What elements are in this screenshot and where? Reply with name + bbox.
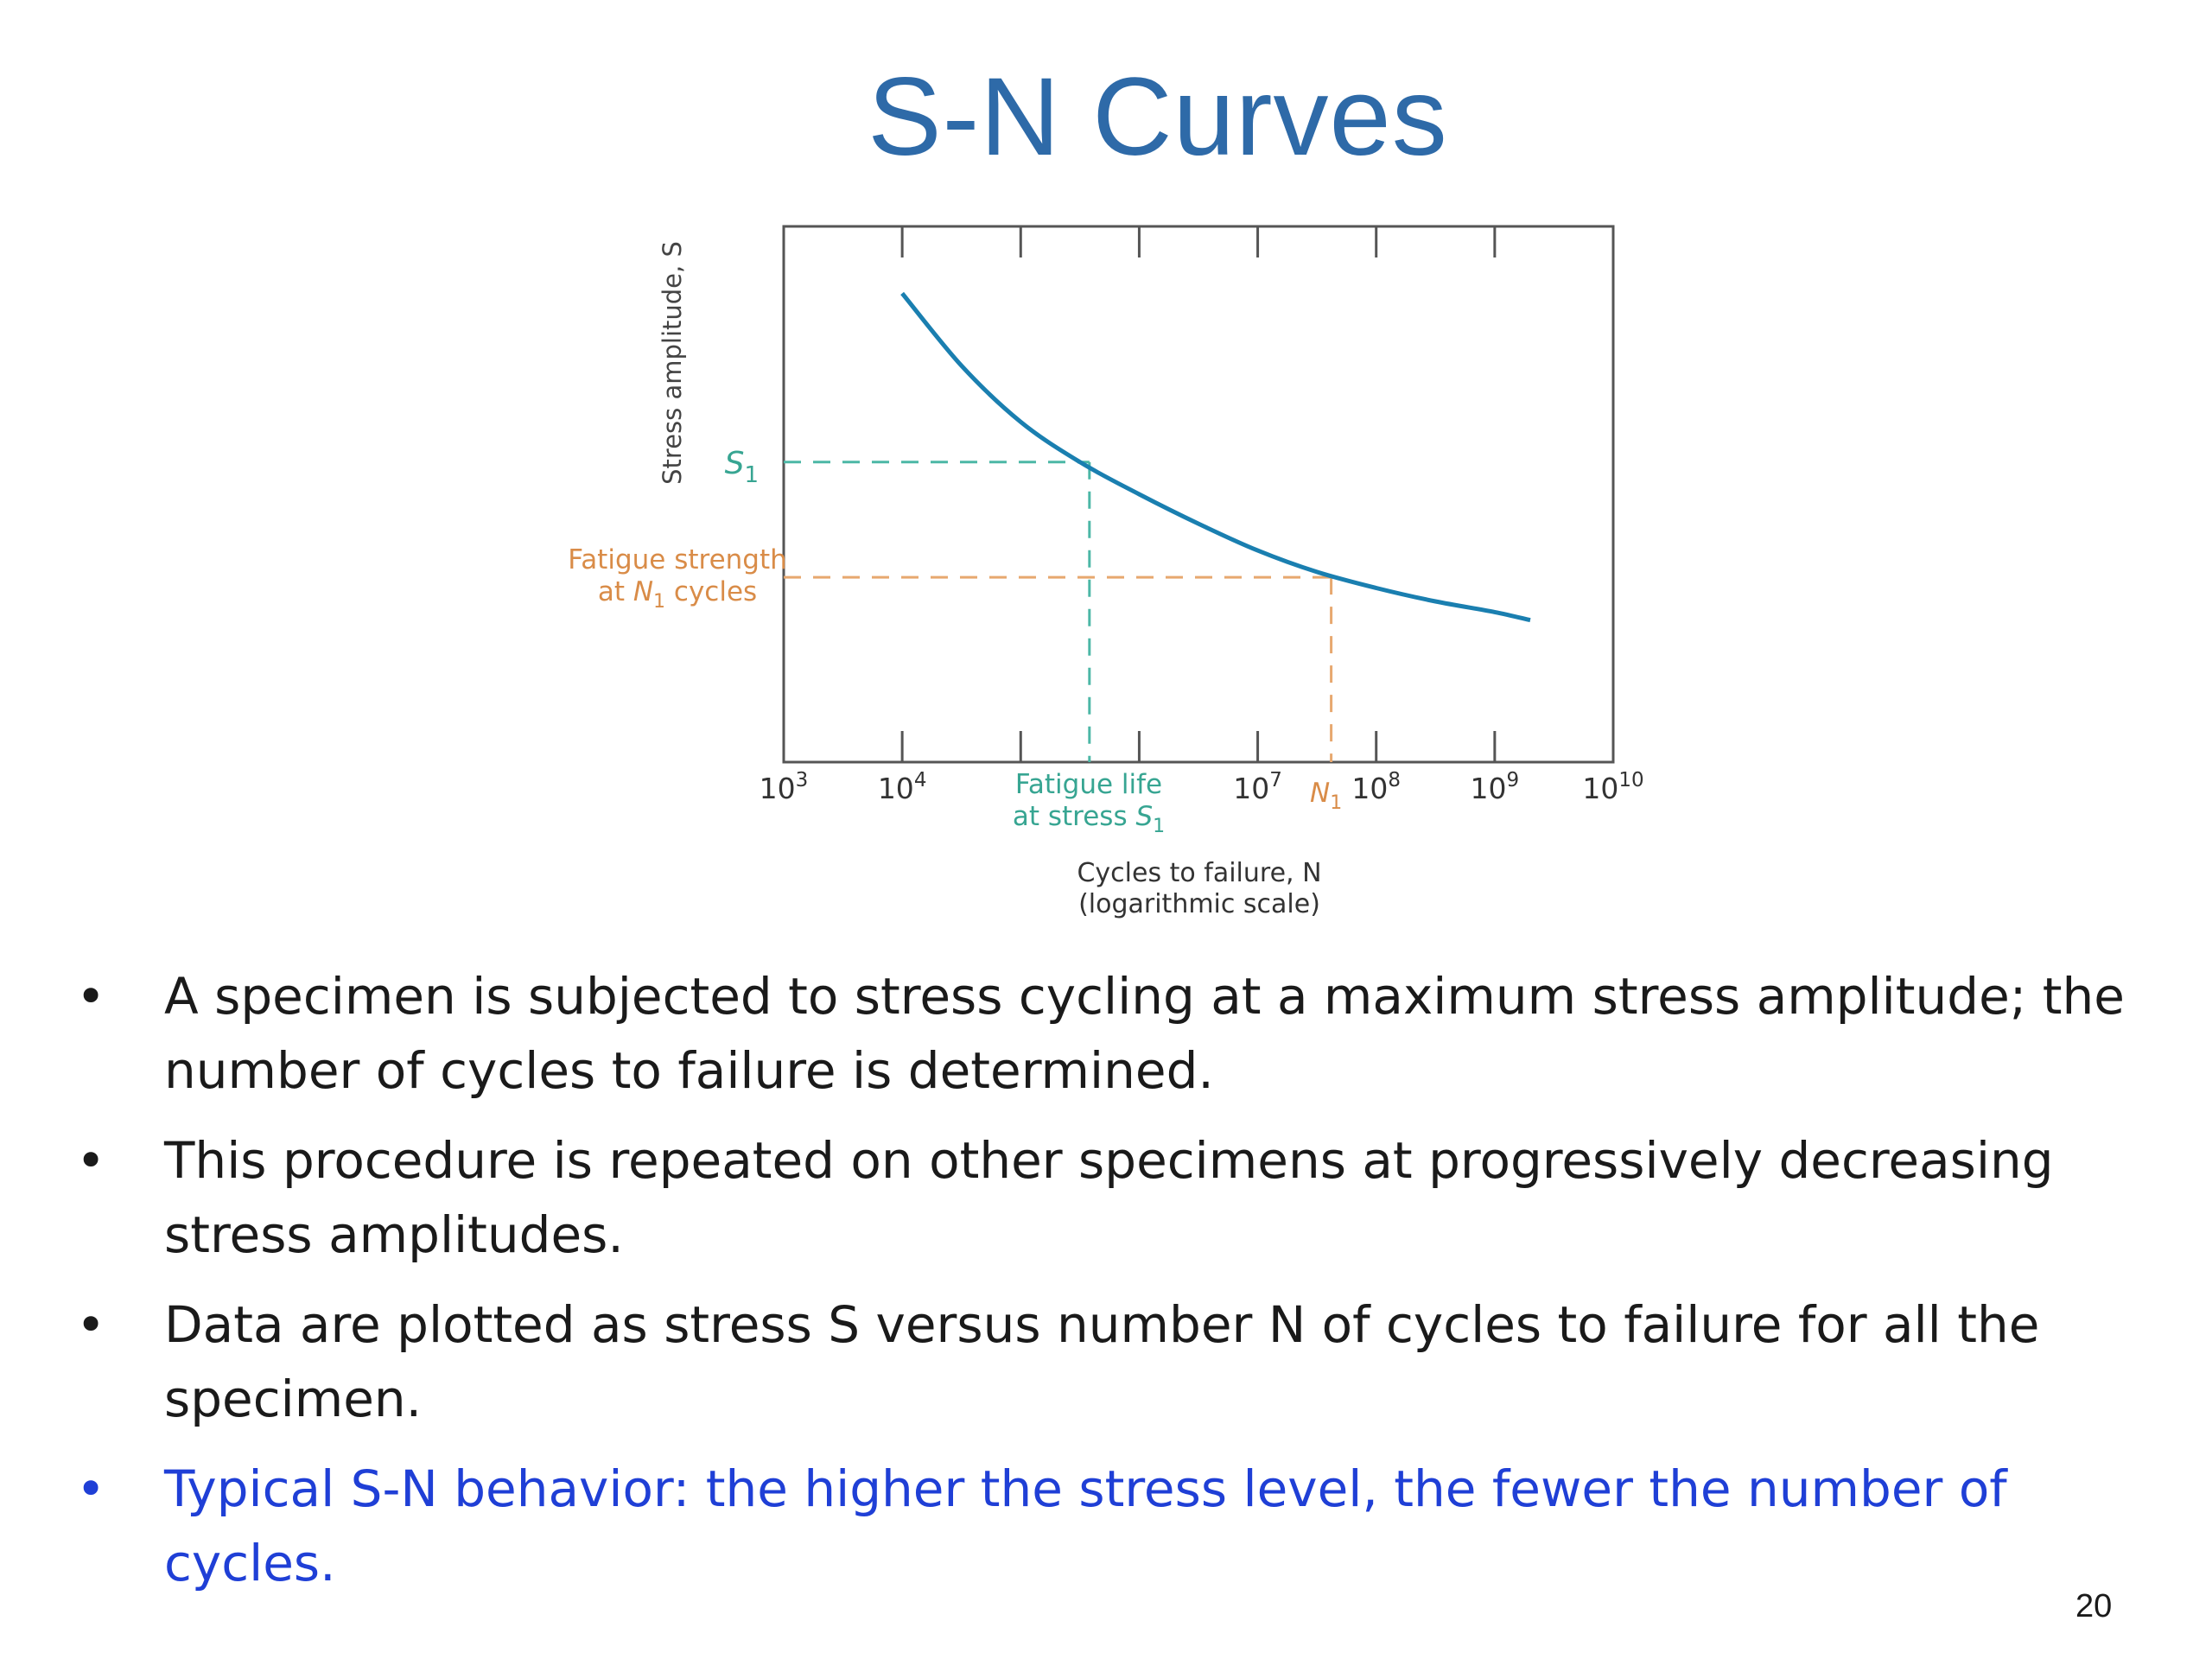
bullet-item: • Typical S-N behavior: the higher the st…: [0, 1452, 2143, 1600]
x-tick-label: 109: [1471, 769, 1520, 805]
x-axis-label: Cycles to failure, N: [1077, 858, 1321, 888]
page-number: 20: [2075, 1588, 2113, 1624]
fatigue-life-stress-label: at stress S1: [1013, 801, 1165, 837]
fatigue-strength-cycles-label: at N1 cycles: [598, 576, 757, 613]
guide-lines: [784, 461, 1333, 762]
bullet-text: Data are plotted as stress S versus numb…: [164, 1295, 2040, 1428]
x-tick-label: 1010: [1582, 769, 1643, 805]
fatigue-life-label: Fatigue life: [1015, 769, 1162, 800]
x-tick-label: 103: [760, 769, 809, 805]
x-tick-label: 107: [1233, 769, 1282, 805]
sn-curve-line: [900, 291, 1531, 623]
bullet-text: Typical S-N behavior: the higher the str…: [164, 1459, 2007, 1592]
bullet-item: • This procedure is repeated on other spe…: [0, 1123, 2143, 1272]
bullet-item: • Data are plotted as stress S versus num…: [0, 1287, 2143, 1436]
x-tick-labels: 103 104 107 108 109 1010: [760, 769, 1644, 805]
fatigue-strength-label: Fatigue strength: [568, 544, 787, 575]
x-axis-scale-note: (logarithmic scale): [1078, 889, 1320, 919]
bullet-list: • A specimen is subjected to stress cycli…: [0, 959, 2212, 1616]
s1-label: S1: [725, 446, 759, 488]
bullet-item: • A specimen is subjected to stress cycli…: [0, 959, 2143, 1108]
bullet-dot-icon: •: [76, 1459, 106, 1518]
bullet-dot-icon: •: [76, 967, 106, 1026]
sn-curve-chart: 103 104 107 108 109 1010 Stress amplitude, S …: [568, 225, 1644, 919]
n1-label: N1: [1310, 778, 1342, 814]
bottom-ticks: [900, 731, 1497, 762]
plot-frame: [782, 225, 1615, 764]
bullet-dot-icon: •: [76, 1295, 106, 1354]
bullet-text: This procedure is repeated on other spec…: [164, 1131, 2054, 1264]
x-tick-label: 108: [1351, 769, 1401, 805]
top-ticks: [900, 226, 1497, 257]
bullet-dot-icon: •: [76, 1131, 106, 1190]
x-tick-label: 104: [878, 769, 927, 805]
bullet-text: A specimen is subjected to stress cyclin…: [164, 967, 2125, 1100]
slide-title: S-N Curves: [868, 55, 1448, 179]
y-axis-label: Stress amplitude, S: [658, 241, 687, 485]
